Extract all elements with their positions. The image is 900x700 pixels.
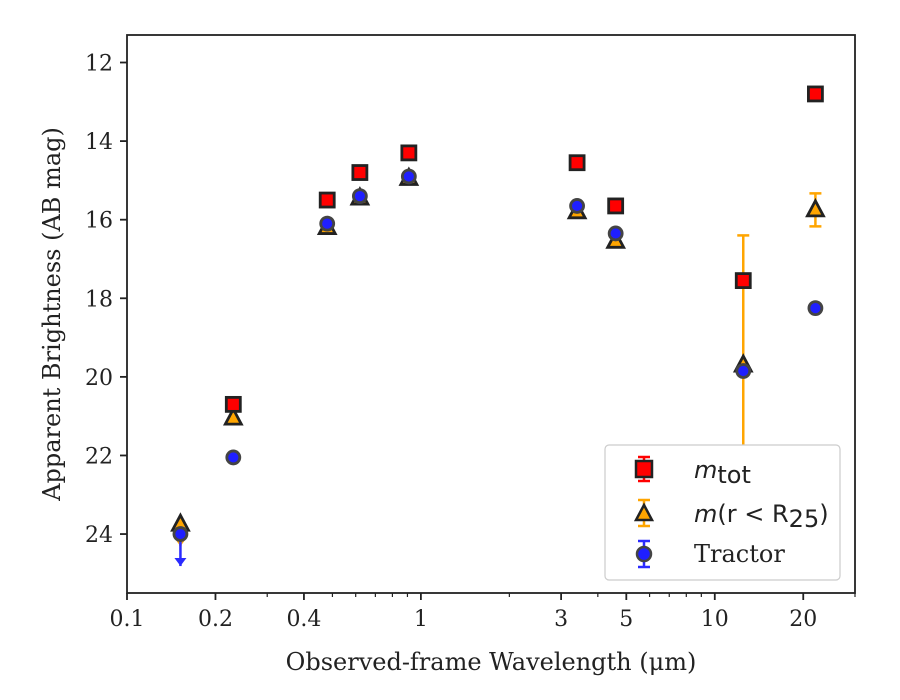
tractor-circle-marker [400,168,417,185]
mtot-square-marker [734,272,752,289]
y-tick-label: 20 [85,366,113,391]
mr25-triangle-marker [805,197,826,218]
legend: mtot m(r < R25) Tractor [604,444,841,581]
x-tick-label: 0.1 [110,607,145,632]
x-tick-label: 0.2 [198,607,233,632]
data-marks [170,85,826,567]
legend-mr25-label: m(r < R25) [694,500,829,533]
y-axis-label: Apparent Brightness (AB mag) [38,127,66,502]
tractor-circle-marker [607,225,624,242]
tractor-circle-marker [569,198,585,214]
mtot-square-marker [568,154,586,172]
mtot-square-marker [224,395,242,413]
x-axis: 0.1 0.2 0.4 1 3 5 10 20 [110,593,856,632]
tractor-circle-marker [351,188,368,205]
tractor-circle-marker [807,300,824,317]
legend-entry-tractor: Tractor [635,539,785,569]
x-tick-label: 0.4 [286,607,321,632]
mtot-square-marker [400,144,418,162]
plot-area [126,34,856,594]
tractor-circle-marker [735,363,752,379]
y-tick-label: 14 [85,130,113,155]
mtot-square-marker [607,197,625,215]
legend-tractor-label: Tractor [694,540,785,568]
x-tick-label: 1 [414,607,428,632]
upper-limit-arrowhead [174,558,187,567]
mr25-triangle-marker [222,406,244,426]
tractor-circle-marker [225,449,242,466]
y-tick-label: 18 [85,287,113,312]
tractor-circle-marker [172,526,189,542]
legend-mtot-label: mtot [694,456,751,489]
x-tick-label: 10 [701,607,729,632]
x-tick-label: 20 [789,607,817,632]
legend-mr25-triangle-marker [633,502,655,522]
mtot-square-marker [351,164,369,181]
legend-tractor-circle-marker [635,545,653,563]
x-axis-label: Observed-frame Wavelength (μm) [286,648,697,676]
y-axis: 12 14 16 18 20 22 24 [85,52,127,548]
legend-entry-mr25: m(r < R25) [633,498,829,533]
mtot-square-marker [807,85,824,103]
plot-frame [126,34,856,594]
y-tick-label: 24 [85,523,113,548]
legend-box [604,444,841,581]
y-tick-label: 16 [85,209,113,234]
y-tick-label: 12 [85,52,113,77]
tractor-circle-marker [319,215,336,232]
legend-entry-mtot: mtot [634,455,751,489]
mtot-square-marker [318,191,336,209]
y-tick-label: 22 [85,444,113,469]
x-tick-label: 5 [619,607,633,632]
x-tick-label: 3 [554,607,568,632]
legend-mtot-square-marker [634,459,654,479]
